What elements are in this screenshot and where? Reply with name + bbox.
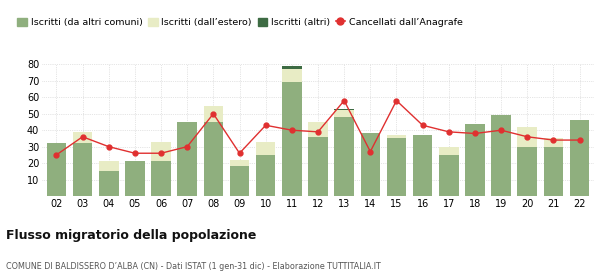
Bar (73, 132, 92, 143)
Bar (99, 162, 119, 171)
Bar (517, 127, 537, 147)
Bar (491, 115, 511, 196)
Bar (361, 134, 380, 196)
Text: Flusso migratorio della popolazione: Flusso migratorio della popolazione (6, 229, 256, 242)
Bar (282, 69, 302, 83)
Bar (151, 162, 171, 196)
Bar (544, 138, 563, 147)
Bar (256, 155, 275, 196)
Bar (439, 147, 458, 155)
Bar (334, 109, 354, 110)
Bar (99, 171, 119, 196)
Bar (308, 122, 328, 137)
Bar (73, 143, 92, 196)
Bar (151, 142, 171, 162)
Legend: Iscritti (da altri comuni), Iscritti (dall’estero), Iscritti (altri), Cancellati: Iscritti (da altri comuni), Iscritti (da… (14, 14, 466, 31)
Bar (413, 135, 433, 196)
Bar (125, 162, 145, 196)
Bar (282, 83, 302, 196)
Bar (544, 147, 563, 196)
Bar (334, 110, 354, 117)
Bar (517, 147, 537, 196)
Bar (282, 66, 302, 69)
Bar (230, 160, 250, 166)
Bar (439, 155, 458, 196)
Text: COMUNE DI BALDISSERO D’ALBA (CN) - Dati ISTAT (1 gen-31 dic) - Elaborazione TUTT: COMUNE DI BALDISSERO D’ALBA (CN) - Dati … (6, 262, 381, 271)
Bar (308, 137, 328, 196)
Bar (465, 124, 485, 196)
Bar (256, 142, 275, 155)
Bar (178, 122, 197, 196)
Bar (203, 122, 223, 196)
Bar (334, 117, 354, 196)
Bar (386, 135, 406, 138)
Bar (47, 143, 66, 196)
Bar (230, 166, 250, 196)
Bar (570, 120, 589, 196)
Bar (203, 106, 223, 122)
Bar (386, 138, 406, 196)
